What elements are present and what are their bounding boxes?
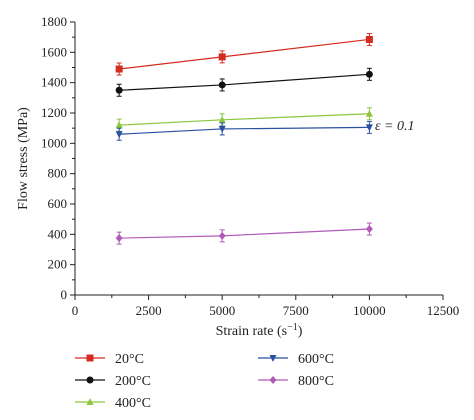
y-tick-label: 1400	[41, 75, 67, 90]
data-point	[365, 109, 373, 117]
legend-label: 800°C	[298, 374, 334, 389]
x-tick-label: 12500	[427, 303, 460, 318]
series-line	[119, 113, 370, 126]
series-line	[119, 38, 370, 70]
y-tick-label: 400	[48, 226, 68, 241]
series-3	[115, 120, 373, 141]
y-tick-label: 0	[61, 287, 68, 302]
x-axis-title: Strain rate (s−1)	[216, 322, 303, 339]
data-point	[115, 121, 123, 129]
data-point	[218, 81, 226, 89]
legend-label: 20°C	[115, 352, 144, 367]
series-line	[119, 126, 370, 135]
legend-marker	[269, 355, 277, 362]
series-4	[115, 222, 373, 245]
legend-item-1: 200°C	[75, 374, 151, 389]
x-tick-label: 2500	[136, 303, 162, 318]
legend-label: 400°C	[115, 396, 151, 411]
legend-item-3: 600°C	[258, 352, 334, 367]
data-point	[365, 225, 373, 234]
data-point	[218, 53, 226, 61]
series-2	[115, 107, 373, 132]
data-point	[365, 35, 373, 43]
x-tick-label: 7500	[283, 303, 309, 318]
series-line	[119, 73, 370, 91]
series-group	[115, 32, 373, 245]
y-axis-title: Flow stress (MPa)	[16, 107, 31, 210]
legend-marker	[86, 354, 94, 362]
legend-marker	[86, 398, 94, 405]
y-tick-label: 1200	[41, 105, 67, 120]
x-tick-label: 0	[72, 303, 79, 318]
data-point	[365, 70, 373, 78]
y-tick-label: 600	[48, 196, 68, 211]
y-tick-label: 1600	[41, 44, 67, 59]
series-1	[115, 67, 373, 97]
legend-item-0: 20°C	[75, 352, 144, 367]
legend-item-2: 400°C	[75, 396, 151, 411]
legend-item-4: 800°C	[258, 374, 334, 389]
x-tick-label: 10000	[353, 303, 386, 318]
data-point	[218, 125, 226, 133]
y-tick-label: 1000	[41, 135, 67, 150]
legend-marker	[269, 376, 277, 384]
series-line	[119, 228, 370, 239]
y-tick-label: 200	[48, 257, 68, 272]
data-point	[115, 65, 123, 73]
data-point	[115, 131, 123, 139]
y-tick-label: 1800	[41, 14, 67, 29]
legend: 20°C 200°C 400°C 600°C 800°C	[75, 352, 334, 411]
data-point	[365, 124, 373, 132]
legend-marker	[86, 376, 94, 384]
series-0	[115, 32, 373, 76]
legend-label: 200°C	[115, 374, 151, 389]
data-point	[218, 115, 226, 123]
y-tick-label: 800	[48, 166, 68, 181]
x-tick-label: 5000	[209, 303, 235, 318]
data-point	[115, 234, 123, 243]
legend-label: 600°C	[298, 352, 334, 367]
data-point	[115, 86, 123, 94]
axes-group: 0 200 400 600 800 1000 1200 1400 1600 1800 0 2500 50…	[16, 14, 459, 339]
data-point	[218, 231, 226, 240]
strain-annotation: ε = 0.1	[375, 119, 414, 134]
